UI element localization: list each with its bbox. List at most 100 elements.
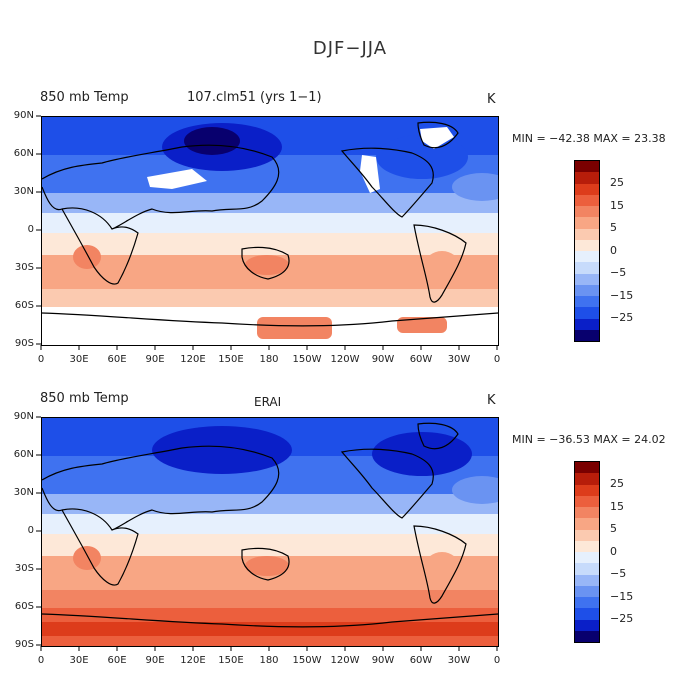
lat-label-90n: 90N	[13, 110, 34, 121]
lon-label-90e: 90E	[145, 354, 165, 365]
band-tropics-north	[42, 213, 498, 233]
coastlines	[42, 422, 498, 628]
colorbar-segment	[575, 273, 599, 285]
colorbar-segment	[575, 473, 599, 485]
temperature-map	[41, 116, 499, 346]
map-field-svg	[42, 418, 498, 646]
north-america-cold	[372, 432, 472, 476]
lon-label-60w: 60W	[409, 354, 433, 365]
lon-label-120w: 120W	[330, 354, 360, 365]
colorbar-segment	[575, 329, 599, 341]
colorbar-label: −5	[610, 266, 627, 279]
colorbar-segment	[575, 529, 599, 541]
colorbar-label: 5	[610, 221, 617, 234]
colorbar-labels: 25 15 5 0 −5 −15 −25	[610, 461, 650, 641]
lat-label-60n: 60N	[13, 449, 34, 460]
lat-label-60n: 60N	[13, 148, 34, 159]
colorbar-segment	[575, 495, 599, 507]
colorbar-segment	[575, 228, 599, 240]
colorbar-label: −25	[610, 311, 634, 324]
coastlines	[42, 121, 498, 327]
australia-warm	[245, 255, 289, 275]
colorbar-label: −25	[610, 612, 634, 625]
case-label: ERAI	[254, 395, 282, 409]
min-max-label: MIN = −36.53 MAX = 24.02	[512, 433, 666, 446]
south-america-warm	[424, 251, 460, 283]
units-label: K	[487, 393, 496, 408]
siberia-darkest	[184, 127, 240, 155]
band-north-sub	[42, 193, 498, 213]
lon-label-60e: 60E	[107, 354, 127, 365]
colorbar-segment	[575, 540, 599, 552]
colorbar-segment	[575, 585, 599, 597]
panel-erai: 850 mb Temp ERAI K MIN = −36.53 MAX = 24…	[0, 383, 700, 683]
lon-label-0: 0	[37, 354, 45, 365]
map-field-svg	[42, 117, 498, 345]
lon-label-120w: 120W	[330, 655, 360, 666]
colorbar-segment	[575, 172, 599, 184]
colorbar	[574, 160, 600, 342]
colorbar-label: 0	[610, 244, 617, 257]
colorbar-segment	[575, 262, 599, 274]
colorbar-segment	[575, 194, 599, 206]
band-south-mid	[42, 289, 498, 307]
colorbar-segment	[575, 307, 599, 319]
colorbar-segment	[575, 484, 599, 496]
variable-label: 850 mb Temp	[40, 391, 129, 406]
colorbar-segment	[575, 462, 599, 474]
siberia-cold-core	[152, 426, 292, 474]
south-america-warm	[424, 552, 460, 584]
colorbar-segment	[575, 619, 599, 631]
colorbar	[574, 461, 600, 643]
colorbar-segment	[575, 183, 599, 195]
atlantic-cool	[452, 173, 498, 201]
colorbar-label: 15	[610, 500, 624, 513]
colorbar-label: 0	[610, 545, 617, 558]
lon-label-180: 180	[259, 655, 279, 666]
lat-label-60s: 60S	[14, 601, 34, 612]
colorbar-segment	[575, 507, 599, 519]
australia-warm	[245, 556, 289, 576]
lat-label-90s: 90S	[14, 338, 34, 349]
figure-title: DJF−JJA	[312, 38, 388, 59]
lon-label-0: 0	[37, 655, 45, 666]
lon-label-150w: 150W	[292, 354, 322, 365]
colorbar-segment	[575, 217, 599, 229]
colorbar-segment	[575, 630, 599, 642]
colorbar-label: −15	[610, 590, 634, 603]
lon-label-150e: 150E	[218, 354, 244, 365]
colorbar-segment	[575, 161, 599, 173]
colorbar-segment	[575, 608, 599, 620]
band-north-sub	[42, 494, 498, 514]
colorbar-label: −5	[610, 567, 627, 580]
lon-label-150e: 150E	[218, 655, 244, 666]
lon-label-30w: 30W	[447, 354, 471, 365]
band-tropics-south	[42, 233, 498, 255]
lon-label-90e: 90E	[145, 655, 165, 666]
variable-label: 850 mb Temp	[40, 90, 129, 105]
colorbar-segment	[575, 552, 599, 564]
case-label: 107.clm51 (yrs 1−1)	[187, 90, 322, 105]
colorbar-labels: 25 15 5 0 −5 −15 −25	[610, 160, 650, 340]
colorbar-label: −15	[610, 289, 634, 302]
lat-label-eq: 0	[27, 224, 34, 235]
colorbar-segment	[575, 574, 599, 586]
lon-label-120e: 120E	[180, 354, 206, 365]
southern-africa-warm	[73, 245, 101, 269]
lat-label-90s: 90S	[14, 639, 34, 650]
lat-label-eq: 0	[27, 525, 34, 536]
colorbar-label: 15	[610, 199, 624, 212]
colorbar-segment	[575, 206, 599, 218]
band-south-mid	[42, 590, 498, 608]
greenland-missing	[420, 127, 454, 149]
band-tropics-south	[42, 534, 498, 556]
lat-label-30n: 30N	[13, 186, 34, 197]
lat-label-90n: 90N	[13, 411, 34, 422]
lon-label-0-end: 0	[493, 655, 501, 666]
colorbar-segment	[575, 296, 599, 308]
north-america-cold	[376, 135, 468, 179]
panel-model: 850 mb Temp 107.clm51 (yrs 1−1) K MIN = …	[0, 82, 700, 382]
lon-label-30e: 30E	[69, 354, 89, 365]
lon-label-90w: 90W	[371, 655, 395, 666]
antarctic-coast-warm	[257, 317, 332, 339]
